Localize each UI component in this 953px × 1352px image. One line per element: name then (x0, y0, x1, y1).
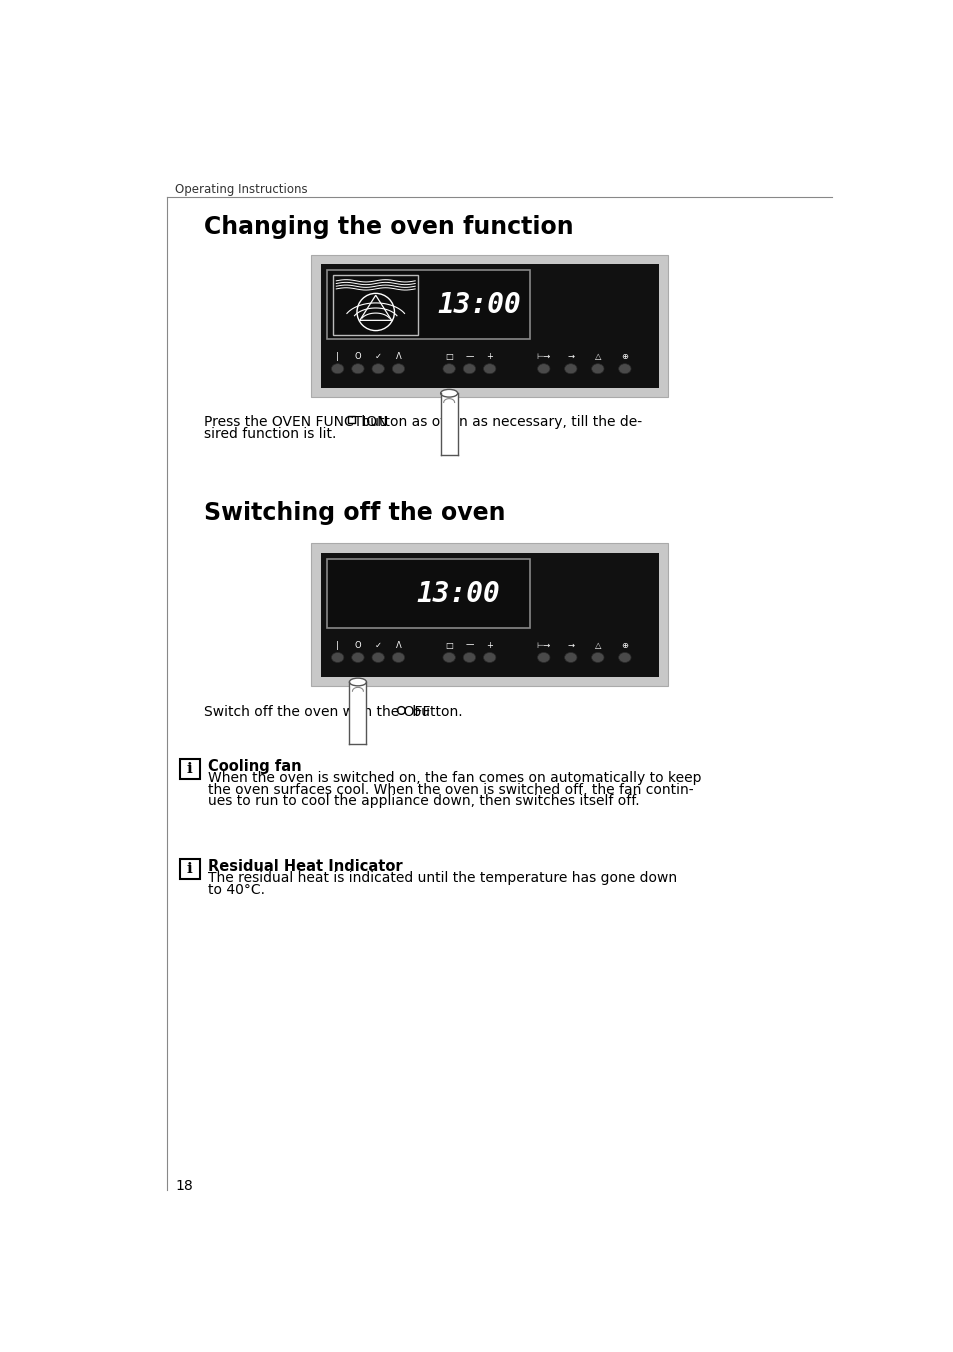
Text: +: + (486, 641, 493, 649)
Text: Switching off the oven: Switching off the oven (204, 502, 505, 525)
Ellipse shape (463, 653, 476, 662)
Text: ⊢→: ⊢→ (537, 352, 550, 361)
Text: →: → (567, 352, 574, 361)
Text: ⊢→: ⊢→ (537, 641, 550, 649)
Text: the oven surfaces cool. When the oven is switched off, the fan contin-: the oven surfaces cool. When the oven is… (208, 783, 693, 796)
Ellipse shape (392, 653, 404, 662)
Ellipse shape (349, 679, 366, 685)
Text: △: △ (594, 641, 600, 649)
Ellipse shape (483, 364, 496, 373)
Text: to 40°C.: to 40°C. (208, 883, 264, 896)
Ellipse shape (442, 364, 455, 373)
Ellipse shape (331, 364, 343, 373)
Bar (327, 558, 529, 629)
Text: |: | (335, 352, 338, 361)
Ellipse shape (392, 364, 404, 373)
Text: Press the OVEN FUNCTION: Press the OVEN FUNCTION (204, 415, 392, 429)
Ellipse shape (591, 364, 603, 373)
Bar (179, 758, 199, 779)
Ellipse shape (564, 364, 577, 373)
Text: 13:00: 13:00 (416, 580, 500, 607)
Ellipse shape (352, 364, 364, 373)
Ellipse shape (463, 364, 476, 373)
Ellipse shape (537, 364, 549, 373)
Ellipse shape (442, 653, 455, 662)
Ellipse shape (372, 364, 384, 373)
Text: ✓: ✓ (375, 352, 381, 361)
Bar (440, 393, 457, 454)
Text: Switch off the oven with the OFF: Switch off the oven with the OFF (204, 706, 435, 719)
Bar (311, 544, 667, 685)
Text: sired function is lit.: sired function is lit. (204, 427, 336, 441)
Text: O: O (355, 641, 361, 649)
Ellipse shape (331, 653, 343, 662)
Text: |: | (335, 641, 338, 649)
Ellipse shape (372, 653, 384, 662)
Bar (349, 681, 366, 744)
Bar (320, 264, 658, 388)
Text: 13:00: 13:00 (436, 291, 520, 319)
Ellipse shape (483, 653, 496, 662)
Text: i: i (187, 763, 193, 776)
Text: Λ: Λ (395, 352, 401, 361)
Text: 18: 18 (174, 1179, 193, 1192)
Text: ⊕: ⊕ (620, 352, 628, 361)
Text: Changing the oven function: Changing the oven function (204, 215, 574, 238)
Ellipse shape (618, 653, 630, 662)
Ellipse shape (618, 364, 630, 373)
Ellipse shape (591, 653, 603, 662)
Ellipse shape (440, 389, 457, 397)
Ellipse shape (564, 653, 577, 662)
Text: O: O (355, 352, 361, 361)
Text: →: → (567, 641, 574, 649)
Text: ⊕: ⊕ (620, 641, 628, 649)
Bar (327, 270, 529, 339)
Text: Cooling fan: Cooling fan (208, 758, 301, 773)
Text: button as often as necessary, till the de-: button as often as necessary, till the d… (356, 415, 641, 429)
Text: Λ: Λ (395, 641, 401, 649)
Ellipse shape (352, 653, 364, 662)
Bar (179, 859, 199, 879)
Text: +: + (486, 352, 493, 361)
Bar (311, 254, 667, 397)
Text: Residual Heat Indicator: Residual Heat Indicator (208, 859, 402, 875)
Bar (333, 274, 417, 335)
Text: The residual heat is indicated until the temperature has gone down: The residual heat is indicated until the… (208, 872, 676, 886)
Bar (348, 416, 355, 423)
Text: button.: button. (407, 706, 461, 719)
Text: △: △ (594, 352, 600, 361)
Text: Operating Instructions: Operating Instructions (174, 183, 308, 196)
Text: ✓: ✓ (375, 641, 381, 649)
Bar (320, 553, 658, 676)
Ellipse shape (537, 653, 549, 662)
Text: □: □ (445, 641, 453, 649)
Text: i: i (187, 863, 193, 876)
Text: —: — (465, 352, 473, 361)
Text: □: □ (445, 352, 453, 361)
Text: When the oven is switched on, the fan comes on automatically to keep: When the oven is switched on, the fan co… (208, 771, 700, 786)
Text: ues to run to cool the appliance down, then switches itself off.: ues to run to cool the appliance down, t… (208, 795, 639, 808)
Text: —: — (465, 641, 473, 649)
